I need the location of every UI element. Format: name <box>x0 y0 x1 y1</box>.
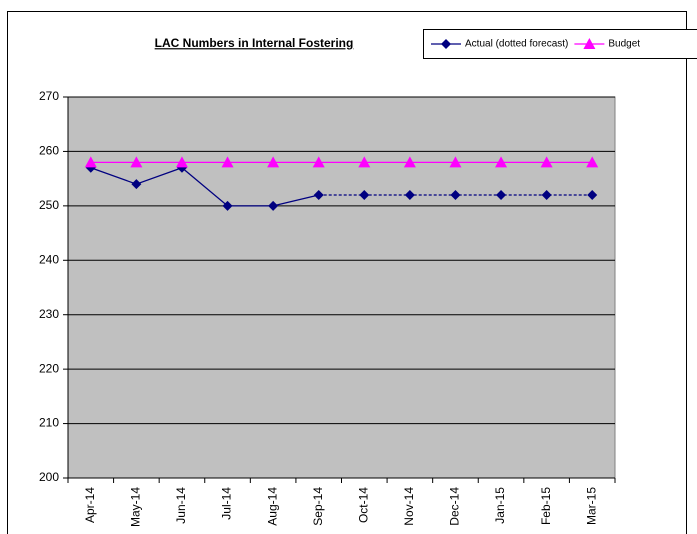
y-tick-label: 210 <box>39 416 59 430</box>
point <box>583 38 596 49</box>
legend-label: Budget <box>608 39 640 50</box>
plot-area <box>67 96 616 479</box>
point <box>449 156 462 168</box>
point <box>313 189 324 200</box>
point <box>586 156 599 168</box>
point <box>358 156 371 168</box>
point <box>131 179 142 190</box>
chart-title: LAC Numbers in Internal Fostering <box>155 36 354 50</box>
x-tick-label: Oct-14 <box>356 487 370 523</box>
x-tick-label: May-14 <box>129 487 143 527</box>
point <box>540 156 553 168</box>
x-tick-label: Dec-14 <box>448 487 462 526</box>
point <box>404 189 415 200</box>
y-tick-label: 240 <box>39 252 59 266</box>
x-tick-label: Feb-15 <box>539 487 553 525</box>
y-tick-label: 260 <box>39 144 59 158</box>
point <box>221 156 234 168</box>
point <box>496 189 507 200</box>
y-tick-label: 200 <box>39 470 59 484</box>
point <box>175 156 188 168</box>
point <box>541 189 552 200</box>
x-tick-label: Mar-15 <box>584 487 598 525</box>
point <box>84 156 97 168</box>
legend-label: Actual (dotted forecast) <box>465 39 568 50</box>
series-line <box>90 167 319 207</box>
legend-box <box>423 29 697 59</box>
x-tick-label: Jan-15 <box>493 487 507 524</box>
x-tick-label: Nov-14 <box>402 487 416 526</box>
point <box>587 189 598 200</box>
y-tick-label: 250 <box>39 198 59 212</box>
x-tick-label: Jul-14 <box>220 487 234 520</box>
x-tick-label: Sep-14 <box>311 487 325 526</box>
y-tick-label: 270 <box>39 89 59 103</box>
point <box>268 200 279 211</box>
point <box>267 156 280 168</box>
point <box>403 156 416 168</box>
y-tick-label: 220 <box>39 361 59 375</box>
point <box>359 189 370 200</box>
point <box>312 156 325 168</box>
y-tick-label: 230 <box>39 307 59 321</box>
point <box>495 156 508 168</box>
x-tick-label: Aug-14 <box>265 487 279 526</box>
point <box>441 39 451 49</box>
point <box>222 200 233 211</box>
point <box>130 156 143 168</box>
x-tick-label: Jun-14 <box>174 487 188 524</box>
point <box>450 189 461 200</box>
x-tick-label: Apr-14 <box>83 487 97 523</box>
